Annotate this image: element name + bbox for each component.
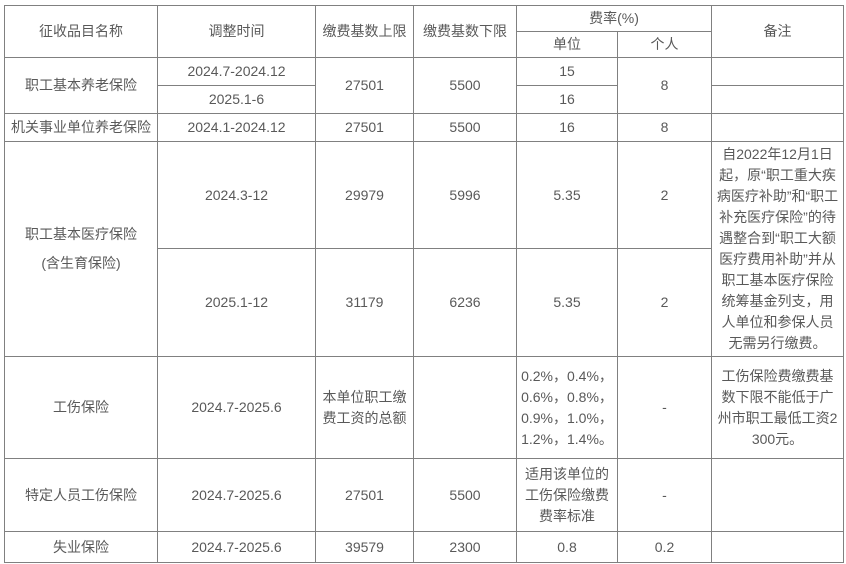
gov-pension-base-upper-cell: 27501	[315, 113, 414, 142]
table-row-special-work-injury: 特定人员工伤保险 2024.7-2025.6 27501 5500 适用该单位的…	[4, 458, 844, 532]
gov-pension-person-rate-cell: 8	[617, 113, 712, 142]
pension-base-upper-cell: 27501	[315, 57, 414, 114]
medical-base-lower1-cell: 5996	[413, 141, 517, 249]
medical-base-upper2-cell: 31179	[315, 248, 414, 357]
medical-name-line2: (含生育保险)	[41, 255, 121, 271]
work-injury-period-cell: 2024.7-2025.6	[157, 356, 316, 459]
pension-unit-rate1-cell: 15	[516, 57, 618, 86]
work-injury-name-cell: 工伤保险	[4, 356, 158, 459]
work-injury-base-lower-cell	[413, 356, 517, 459]
pension-period2-cell: 2025.1-6	[157, 85, 316, 114]
header-base-lower: 缴费基数下限	[413, 5, 517, 58]
header-rate-person: 个人	[617, 31, 712, 58]
medical-base-upper1-cell: 29979	[315, 141, 414, 249]
gov-pension-unit-rate-cell: 16	[516, 113, 618, 142]
pension-remark1-cell	[711, 57, 844, 86]
pension-period1-cell: 2024.7-2024.12	[157, 57, 316, 86]
gov-pension-base-lower-cell: 5500	[413, 113, 517, 142]
special-work-injury-base-upper-cell: 27501	[315, 458, 414, 532]
gov-pension-name-cell: 机关事业单位养老保险	[4, 113, 158, 142]
unemployment-unit-rate-cell: 0.8	[516, 531, 618, 563]
unemployment-person-rate-cell: 0.2	[617, 531, 712, 563]
pension-base-lower-cell: 5500	[413, 57, 517, 114]
table-row-pension-1: 职工基本养老保险 2024.7-2024.12 27501 5500 15 8	[4, 57, 844, 114]
header-row-1: 征收品目名称 调整时间 缴费基数上限 缴费基数下限 费率(%) 备注	[4, 5, 844, 58]
unemployment-name-cell: 失业保险	[4, 531, 158, 563]
special-work-injury-name-cell: 特定人员工伤保险	[4, 458, 158, 532]
table-row-medical-2: 2025.1-12 31179 6236 5.35 2	[5, 248, 844, 357]
medical-unit-rate1-cell: 5.35	[516, 141, 618, 249]
header-adjust-time: 调整时间	[157, 5, 316, 58]
unemployment-base-upper-cell: 39579	[315, 531, 414, 563]
medical-name-cell: 职工基本医疗保险 (含生育保险)	[4, 141, 158, 357]
work-injury-person-rate-cell: -	[617, 356, 712, 459]
work-injury-unit-rate-cell: 0.2%，0.4%，0.6%，0.8%，0.9%，1.0%，1.2%，1.4%。	[516, 356, 618, 459]
gov-pension-remark-cell	[711, 113, 844, 142]
medical-base-lower2-cell: 6236	[413, 248, 517, 357]
special-work-injury-period-cell: 2024.7-2025.6	[157, 458, 316, 532]
pension-remark2-cell	[711, 85, 844, 114]
unemployment-period-cell: 2024.7-2025.6	[157, 531, 316, 563]
unemployment-remark-cell	[711, 531, 844, 563]
header-item-name: 征收品目名称	[4, 5, 158, 58]
medical-period2-cell: 2025.1-12	[157, 248, 316, 357]
unemployment-base-lower-cell: 2300	[413, 531, 517, 563]
table-row-pension-2: 2025.1-6 16	[5, 85, 844, 114]
header-row-2: 单位 个人	[5, 31, 844, 58]
header-base-upper: 缴费基数上限	[315, 5, 414, 58]
table-row-gov-pension: 机关事业单位养老保险 2024.1-2024.12 27501 5500 16 …	[4, 113, 844, 142]
special-work-injury-person-rate-cell: -	[617, 458, 712, 532]
medical-period1-cell: 2024.3-12	[157, 141, 316, 249]
insurance-rate-table: 征收品目名称 调整时间 缴费基数上限 缴费基数下限 费率(%) 备注 单位 个人…	[4, 5, 844, 563]
medical-person-rate1-cell: 2	[617, 141, 712, 249]
header-remark: 备注	[711, 5, 844, 58]
work-injury-remark-cell: 工伤保险费缴费基数下限不能低于广州市职工最低工资2300元。	[711, 356, 844, 459]
special-work-injury-unit-rate-cell: 适用该单位的工伤保险缴费费率标准	[516, 458, 618, 532]
special-work-injury-base-lower-cell: 5500	[413, 458, 517, 532]
pension-unit-rate2-cell: 16	[516, 85, 618, 114]
pension-name-cell: 职工基本养老保险	[4, 57, 158, 114]
header-rate-unit: 单位	[516, 31, 618, 58]
medical-unit-rate2-cell: 5.35	[516, 248, 618, 357]
special-work-injury-remark-cell	[711, 458, 844, 532]
medical-name-line1: 职工基本医疗保险	[25, 225, 137, 242]
medical-person-rate2-cell: 2	[617, 248, 712, 357]
table-row-work-injury: 工伤保险 2024.7-2025.6 本单位职工缴费工资的总额 0.2%，0.4…	[4, 356, 844, 459]
header-rate: 费率(%)	[516, 5, 712, 32]
gov-pension-period-cell: 2024.1-2024.12	[157, 113, 316, 142]
work-injury-base-upper-cell: 本单位职工缴费工资的总额	[315, 356, 414, 459]
pension-person-rate-cell: 8	[617, 57, 712, 114]
table-row-unemployment: 失业保险 2024.7-2025.6 39579 2300 0.8 0.2	[4, 531, 844, 563]
medical-remark-cell: 自2022年12月1日起，原“职工重大疾病医疗补助”和“职工补充医疗保险”的待遇…	[711, 141, 844, 357]
table-row-medical-1: 职工基本医疗保险 (含生育保险) 2024.3-12 29979 5996 5.…	[4, 141, 844, 357]
